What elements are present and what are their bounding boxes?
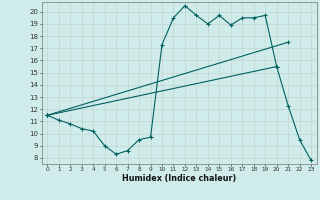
X-axis label: Humidex (Indice chaleur): Humidex (Indice chaleur) (122, 174, 236, 183)
